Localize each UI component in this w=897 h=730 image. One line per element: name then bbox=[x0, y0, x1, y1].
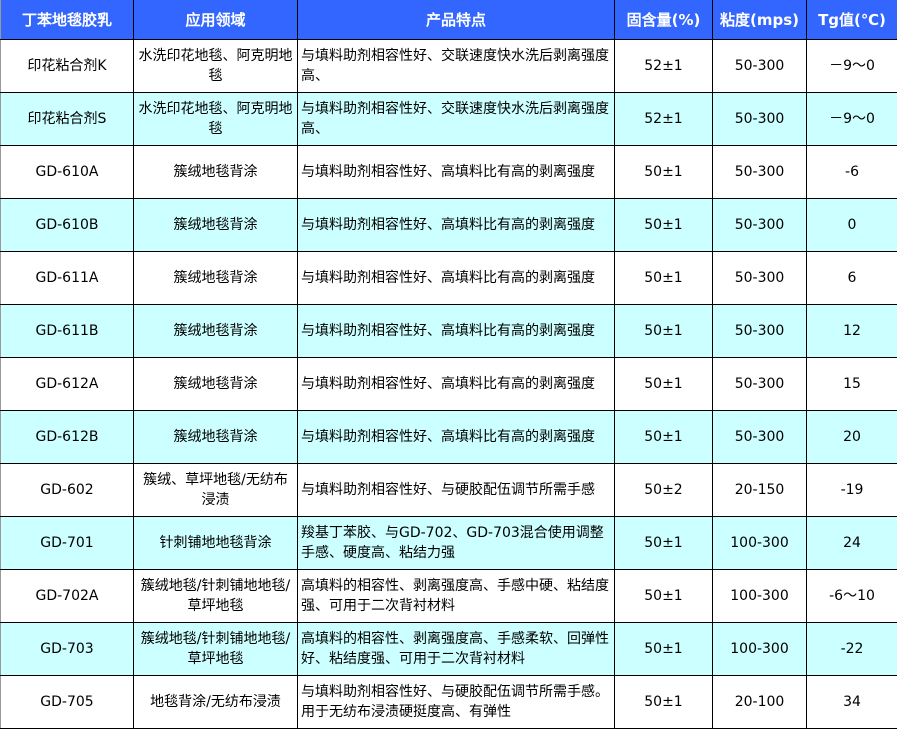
header-solids: 固含量(%) bbox=[614, 0, 713, 40]
cell-viscosity: 50-300 bbox=[712, 198, 807, 252]
table-row: GD-705 地毯背涂/无纺布浸渍 与填料助剂相容性好、与硬胶配伍调节所需手感。用于… bbox=[0, 675, 897, 729]
cell-solids: 50±1 bbox=[614, 516, 713, 570]
cell-features: 羧基丁苯胶、与GD-702、GD-703混合使用调整手感、硬度高、粘结力强 bbox=[297, 516, 615, 570]
table-row: GD-612B 簇绒地毯背涂 与填料助剂相容性好、高填料比有高的剥离强度 50±1 50… bbox=[0, 410, 897, 464]
cell-tg: 24 bbox=[806, 516, 897, 570]
cell-tg: 34 bbox=[806, 675, 897, 729]
cell-product: GD-703 bbox=[0, 622, 134, 676]
cell-features: 与填料助剂相容性好、高填料比有高的剥离强度 bbox=[297, 251, 615, 305]
cell-product: GD-611B bbox=[0, 304, 134, 358]
cell-viscosity: 100-300 bbox=[712, 516, 807, 570]
cell-tg: 20 bbox=[806, 410, 897, 464]
cell-product: GD-610B bbox=[0, 198, 134, 252]
cell-features: 与填料助剂相容性好、高填料比有高的剥离强度 bbox=[297, 410, 615, 464]
cell-solids: 50±1 bbox=[614, 145, 713, 199]
cell-solids: 50±2 bbox=[614, 463, 713, 517]
cell-features: 与填料助剂相容性好、高填料比有高的剥离强度 bbox=[297, 145, 615, 199]
cell-tg: －9～0 bbox=[806, 92, 897, 146]
cell-tg: -19 bbox=[806, 463, 897, 517]
table-row: GD-703 簇绒地毯/针刺铺地地毯/草坪地毯 高填料的相容性、剥离强度高、手感柔软… bbox=[0, 622, 897, 676]
table-row: 印花粘合剂K 水洗印花地毯、阿克明地毯 与填料助剂相容性好、交联速度快水洗后剥离强度… bbox=[0, 39, 897, 93]
cell-tg: 12 bbox=[806, 304, 897, 358]
cell-application: 簇绒地毯背涂 bbox=[133, 145, 298, 199]
cell-application: 簇绒地毯背涂 bbox=[133, 198, 298, 252]
cell-viscosity: 50-300 bbox=[712, 251, 807, 305]
table-row: GD-611A 簇绒地毯背涂 与填料助剂相容性好、高填料比有高的剥离强度 50±1 50… bbox=[0, 251, 897, 305]
cell-application: 水洗印花地毯、阿克明地毯 bbox=[133, 39, 298, 93]
cell-product: 印花粘合剂S bbox=[0, 92, 134, 146]
cell-tg: -6 bbox=[806, 145, 897, 199]
cell-product: GD-602 bbox=[0, 463, 134, 517]
cell-features: 与填料助剂相容性好、交联速度快水洗后剥离强度高、 bbox=[297, 92, 615, 146]
cell-tg: 6 bbox=[806, 251, 897, 305]
header-tg: Tg值(℃) bbox=[806, 0, 897, 40]
cell-application: 簇绒地毯背涂 bbox=[133, 357, 298, 411]
cell-viscosity: 50-300 bbox=[712, 304, 807, 358]
cell-solids: 52±1 bbox=[614, 39, 713, 93]
table-row: GD-610A 簇绒地毯背涂 与填料助剂相容性好、高填料比有高的剥离强度 50±1 50… bbox=[0, 145, 897, 199]
cell-features: 高填料的相容性、剥离强度高、手感中硬、粘结度强、可用于二次背衬材料 bbox=[297, 569, 615, 623]
cell-viscosity: 50-300 bbox=[712, 92, 807, 146]
cell-features: 与填料助剂相容性好、与硬胶配伍调节所需手感。用于无纺布浸渍硬挺度高、有弹性 bbox=[297, 675, 615, 729]
header-application: 应用领域 bbox=[133, 0, 298, 40]
cell-product: GD-611A bbox=[0, 251, 134, 305]
cell-features: 与填料助剂相容性好、高填料比有高的剥离强度 bbox=[297, 357, 615, 411]
cell-product: GD-702A bbox=[0, 569, 134, 623]
table-row: GD-612A 簇绒地毯背涂 与填料助剂相容性好、高填料比有高的剥离强度 50±1 50… bbox=[0, 357, 897, 411]
cell-features: 与填料助剂相容性好、高填料比有高的剥离强度 bbox=[297, 198, 615, 252]
cell-viscosity: 20-100 bbox=[712, 675, 807, 729]
cell-application: 簇绒地毯背涂 bbox=[133, 304, 298, 358]
cell-solids: 50±1 bbox=[614, 569, 713, 623]
cell-features: 与填料助剂相容性好、交联速度快水洗后剥离强度高、 bbox=[297, 39, 615, 93]
cell-solids: 50±1 bbox=[614, 198, 713, 252]
cell-product: 印花粘合剂K bbox=[0, 39, 134, 93]
cell-viscosity: 50-300 bbox=[712, 410, 807, 464]
cell-viscosity: 100-300 bbox=[712, 622, 807, 676]
cell-viscosity: 50-300 bbox=[712, 39, 807, 93]
cell-application: 针刺铺地地毯背涂 bbox=[133, 516, 298, 570]
cell-product: GD-701 bbox=[0, 516, 134, 570]
cell-application: 簇绒、草坪地毯/无纺布浸渍 bbox=[133, 463, 298, 517]
table-row: 印花粘合剂S 水洗印花地毯、阿克明地毯 与填料助剂相容性好、交联速度快水洗后剥离强度… bbox=[0, 92, 897, 146]
cell-application: 簇绒地毯/针刺铺地地毯/草坪地毯 bbox=[133, 622, 298, 676]
cell-tg: -22 bbox=[806, 622, 897, 676]
cell-solids: 52±1 bbox=[614, 92, 713, 146]
header-features: 产品特点 bbox=[297, 0, 615, 40]
cell-application: 簇绒地毯背涂 bbox=[133, 251, 298, 305]
cell-product: GD-612B bbox=[0, 410, 134, 464]
cell-tg: 0 bbox=[806, 198, 897, 252]
cell-solids: 50±1 bbox=[614, 410, 713, 464]
cell-product: GD-705 bbox=[0, 675, 134, 729]
header-row: 丁苯地毯胶乳 应用领域 产品特点 固含量(%) 粘度(mps) Tg值(℃) bbox=[0, 0, 897, 40]
cell-product: GD-612A bbox=[0, 357, 134, 411]
cell-solids: 50±1 bbox=[614, 304, 713, 358]
cell-application: 簇绒地毯背涂 bbox=[133, 410, 298, 464]
cell-features: 与填料助剂相容性好、高填料比有高的剥离强度 bbox=[297, 304, 615, 358]
table-row: GD-610B 簇绒地毯背涂 与填料助剂相容性好、高填料比有高的剥离强度 50±1 50… bbox=[0, 198, 897, 252]
cell-viscosity: 20-150 bbox=[712, 463, 807, 517]
cell-features: 高填料的相容性、剥离强度高、手感柔软、回弹性好、粘结度强、可用于二次背衬材料 bbox=[297, 622, 615, 676]
cell-tg: -6～10 bbox=[806, 569, 897, 623]
cell-tg: －9～0 bbox=[806, 39, 897, 93]
table-row: GD-611B 簇绒地毯背涂 与填料助剂相容性好、高填料比有高的剥离强度 50±1 50… bbox=[0, 304, 897, 358]
header-product: 丁苯地毯胶乳 bbox=[0, 0, 134, 40]
cell-solids: 50±1 bbox=[614, 251, 713, 305]
cell-viscosity: 50-300 bbox=[712, 357, 807, 411]
table-row: GD-701 针刺铺地地毯背涂 羧基丁苯胶、与GD-702、GD-703混合使用调整… bbox=[0, 516, 897, 570]
cell-solids: 50±1 bbox=[614, 357, 713, 411]
cell-features: 与填料助剂相容性好、与硬胶配伍调节所需手感 bbox=[297, 463, 615, 517]
header-viscosity: 粘度(mps) bbox=[712, 0, 807, 40]
table-row: GD-702A 簇绒地毯/针刺铺地地毯/草坪地毯 高填料的相容性、剥离强度高、手感中… bbox=[0, 569, 897, 623]
cell-tg: 15 bbox=[806, 357, 897, 411]
cell-application: 水洗印花地毯、阿克明地毯 bbox=[133, 92, 298, 146]
table-row: GD-602 簇绒、草坪地毯/无纺布浸渍 与填料助剂相容性好、与硬胶配伍调节所需手感… bbox=[0, 463, 897, 517]
cell-solids: 50±1 bbox=[614, 675, 713, 729]
cell-application: 簇绒地毯/针刺铺地地毯/草坪地毯 bbox=[133, 569, 298, 623]
cell-solids: 50±1 bbox=[614, 622, 713, 676]
cell-product: GD-610A bbox=[0, 145, 134, 199]
cell-viscosity: 100-300 bbox=[712, 569, 807, 623]
cell-application: 地毯背涂/无纺布浸渍 bbox=[133, 675, 298, 729]
cell-viscosity: 50-300 bbox=[712, 145, 807, 199]
